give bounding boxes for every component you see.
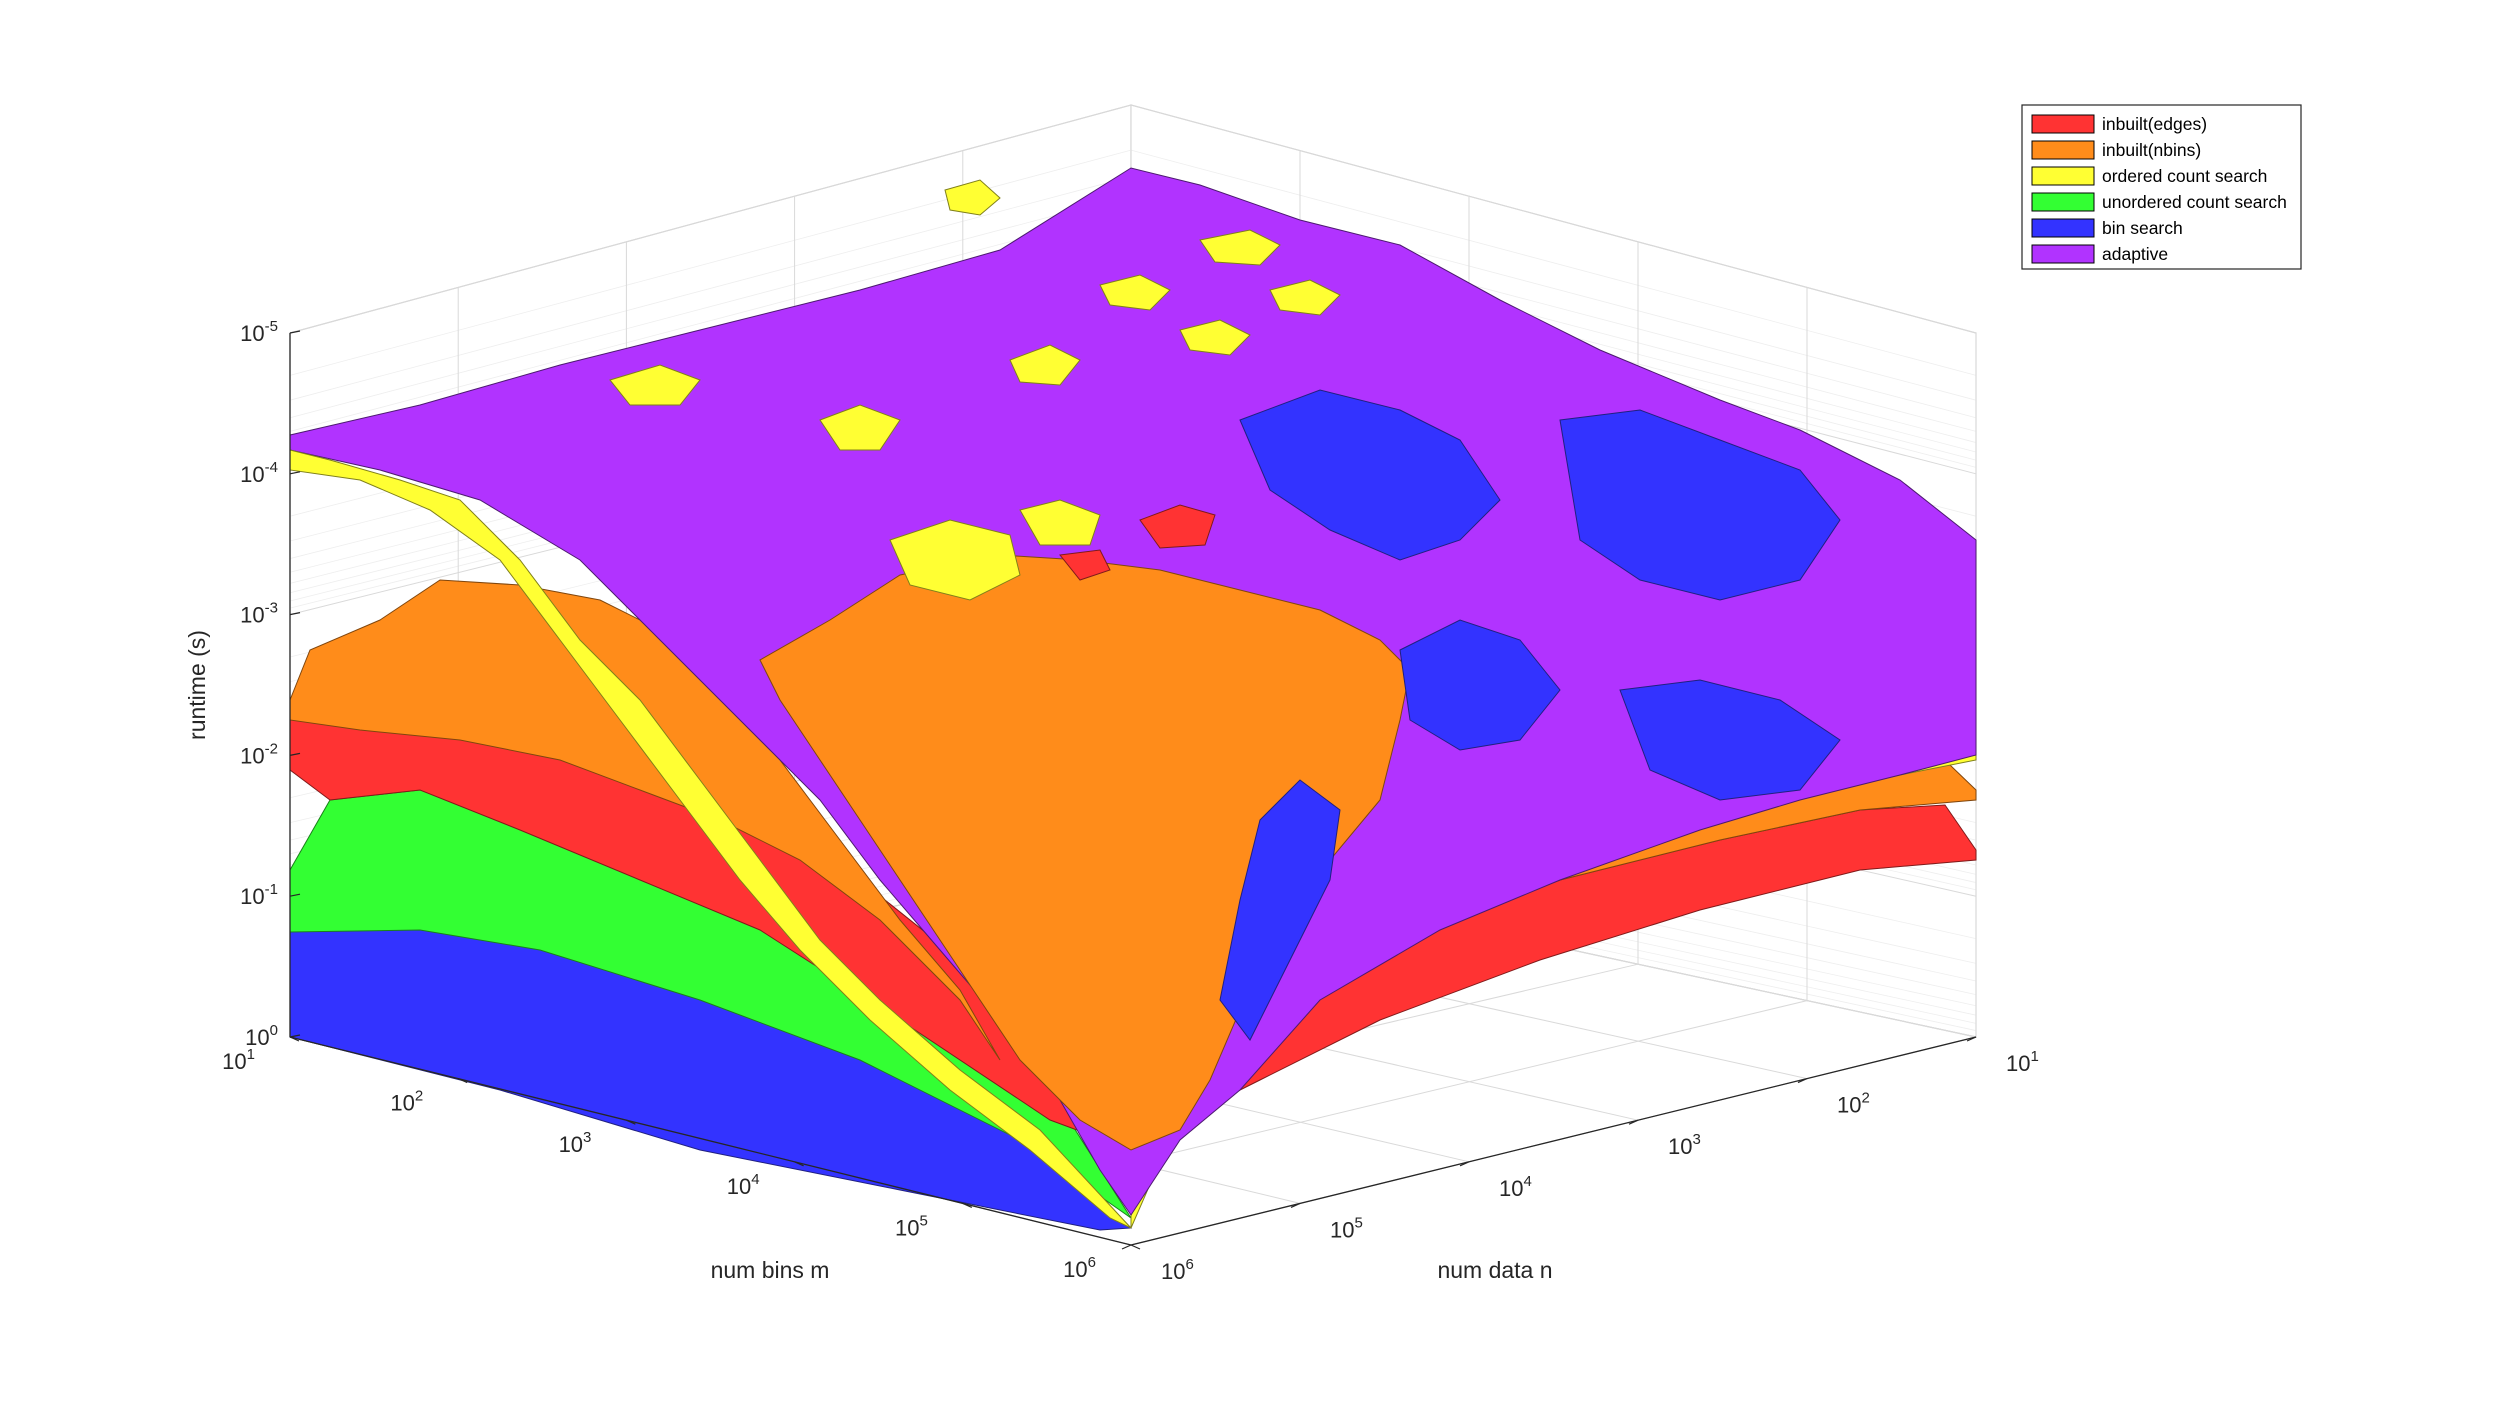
surface-bin-search-right-d	[1619, 679, 1841, 801]
z-minor-gridline	[289, 209, 1132, 432]
surface-ordered-count-search-patch-j	[1199, 229, 1281, 266]
surface-ordered-count-search-patch-f	[1099, 274, 1171, 311]
legend-swatch	[2031, 192, 2095, 212]
legend-entry: adaptive	[2102, 244, 2168, 264]
y-axis-title: num data n	[1437, 1257, 1552, 1283]
z-tick-mark	[289, 471, 301, 475]
surface-ordered-count-search-patch-a	[609, 364, 701, 406]
legend-swatch	[2031, 166, 2095, 186]
x-tick-label: 101	[222, 1046, 255, 1074]
z-gridline	[289, 104, 1132, 334]
surface-bin-search-right-b	[1559, 409, 1841, 601]
legend-swatch	[2031, 244, 2095, 264]
y-tick-mark	[1797, 1078, 1808, 1084]
x-tick-mark	[626, 1119, 636, 1125]
x-axis-line	[289, 1036, 1132, 1246]
surface-ordered-count-search-left	[289, 449, 1132, 1229]
z-tick-mark	[289, 1034, 301, 1038]
x-axis-title: num bins m	[711, 1257, 830, 1283]
legend-entry: ordered count search	[2102, 166, 2267, 186]
y-tick-label: 104	[1499, 1173, 1532, 1201]
z-tick-mark	[289, 752, 301, 756]
surface-bin-search-right-c	[1399, 619, 1561, 751]
legend-entry: inbuilt(nbins)	[2102, 140, 2201, 160]
surfaces	[289, 167, 1977, 1231]
surface-bin-search-right-a	[1239, 389, 1501, 561]
y-tick-mark	[1121, 1244, 1132, 1250]
x-tick-label: 103	[559, 1129, 592, 1157]
x-tick-label: 105	[895, 1212, 928, 1240]
z-minor-gridline	[289, 176, 1132, 401]
legend-entry: unordered count search	[2102, 192, 2287, 212]
x-tick-mark	[289, 1036, 300, 1042]
z-minor-gridline	[1130, 149, 1977, 376]
x-tick-mark	[1130, 1244, 1141, 1250]
surface-ordered-count-search-patch-i	[944, 179, 1001, 216]
z-tick-mark	[289, 893, 301, 897]
y-tick-label: 103	[1668, 1131, 1701, 1159]
x-tick-label: 106	[1063, 1254, 1096, 1282]
z-gridline	[1130, 104, 1977, 334]
surface-ordered-count-search-patch-b	[819, 404, 901, 451]
x-tick-label: 104	[727, 1171, 760, 1199]
legend-entry: inbuilt(edges)	[2102, 114, 2207, 134]
x-tick-mark	[794, 1161, 804, 1167]
z-minor-gridline	[289, 194, 1132, 419]
y-tick-mark	[1290, 1202, 1301, 1208]
y-tick-mark	[1966, 1036, 1977, 1042]
z-tick-label: 10-2	[240, 740, 278, 768]
y-tick-mark	[1628, 1119, 1639, 1125]
y-axis-line	[1130, 1036, 1977, 1246]
y-tick-label: 101	[2006, 1048, 2039, 1076]
z-tick-mark	[289, 330, 301, 334]
legend-swatch	[2031, 114, 2095, 134]
surface-ordered-count-search-patch-e	[1009, 344, 1081, 386]
x-tick-label: 102	[390, 1088, 423, 1116]
z-tick-label: 10-5	[240, 318, 278, 346]
z-tick-label: 100	[245, 1022, 278, 1050]
y-tick-mark	[1459, 1161, 1470, 1167]
surface-ordered-count-search-patch-c	[889, 519, 1021, 601]
z-tick-mark	[289, 612, 301, 616]
z-minor-gridline	[289, 149, 1132, 376]
surface-ordered-count-search-patch-h	[1269, 279, 1341, 316]
x-tick-mark	[962, 1202, 973, 1208]
surface-ordered-count-search-patch-d	[1019, 499, 1101, 546]
surface-inbuilt-edges-patch-a	[1139, 504, 1216, 549]
legend-swatch	[2031, 140, 2095, 160]
y-tick-label: 106	[1161, 1256, 1194, 1284]
z-tick-label: 10-3	[240, 600, 278, 628]
surface-inbuilt-nbins-left	[289, 579, 1001, 1061]
y-tick-label: 105	[1330, 1214, 1363, 1242]
z-tick-label: 10-1	[240, 881, 278, 909]
surface-ordered-count-search-patch-g	[1179, 319, 1251, 356]
x-tick-mark	[457, 1078, 468, 1084]
z-tick-label: 10-4	[240, 459, 278, 487]
legend: inbuilt(edges) inbuilt(nbins) ordered coun…	[2021, 104, 2302, 270]
surface-bin-search-right-e	[1219, 779, 1341, 1041]
surface-inbuilt-edges-patch-b	[1059, 549, 1111, 581]
legend-swatch	[2031, 218, 2095, 238]
y-tick-label: 102	[1837, 1090, 1870, 1118]
axes: 10-510-410-310-210-110010110210310410510…	[222, 318, 2039, 1284]
z-axis-title: runtime (s)	[184, 630, 210, 740]
legend-entry: bin search	[2102, 218, 2183, 238]
